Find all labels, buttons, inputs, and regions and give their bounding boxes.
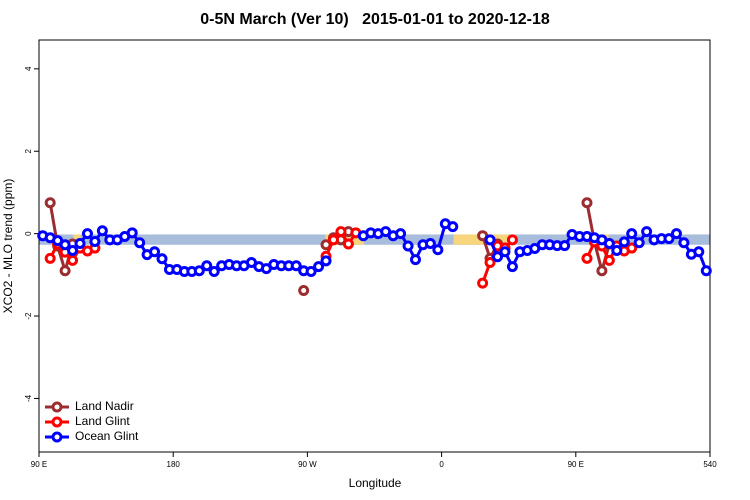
data-point [410, 254, 422, 266]
y-axis-label: XCO2 - MLO trend (ppm) [1, 179, 15, 314]
data-point [700, 265, 712, 277]
x-tick-label: 90 E [31, 460, 47, 469]
data-point [156, 253, 168, 265]
data-point [327, 234, 339, 246]
data-point [603, 254, 615, 266]
ocean-band [39, 234, 710, 245]
data-point [208, 266, 220, 278]
data-point [89, 235, 101, 247]
y-tick-label: -4 [24, 394, 33, 402]
data-point [492, 251, 504, 263]
data-point [626, 228, 638, 240]
data-point [484, 256, 496, 268]
data-point [44, 197, 56, 209]
legend-marker [51, 401, 63, 413]
x-tick-label: 540 [703, 460, 717, 469]
x-axis-label: Longitude [349, 476, 402, 490]
data-point [335, 226, 347, 238]
data-point [402, 240, 414, 252]
data-point [603, 238, 615, 250]
data-point [201, 260, 213, 272]
data-point [678, 237, 690, 249]
x-tick-label: 90 E [568, 460, 584, 469]
y-tick-label: 4 [24, 66, 33, 71]
data-point [670, 228, 682, 240]
data-point [81, 228, 93, 240]
data-point [506, 234, 518, 246]
data-point [693, 246, 705, 258]
data-point [506, 261, 518, 273]
data-point [484, 234, 496, 246]
data-point [126, 227, 138, 239]
data-point [477, 277, 489, 289]
data-point [67, 254, 79, 266]
y-tick-label: -2 [24, 312, 33, 320]
data-point [633, 237, 645, 249]
data-point [320, 255, 332, 267]
data-point [663, 233, 675, 245]
data-point [611, 245, 623, 257]
data-point [641, 226, 653, 238]
data-point [298, 284, 310, 296]
data-point [596, 265, 608, 277]
legend-marker [51, 431, 63, 443]
x-tick-label: 90 W [298, 460, 317, 469]
legend-marker [51, 416, 63, 428]
data-point [134, 237, 146, 249]
data-point [618, 236, 630, 248]
data-point [581, 197, 593, 209]
data-point [305, 266, 317, 278]
data-point [67, 245, 79, 257]
data-point [313, 261, 325, 273]
legend-label: Ocean Glint [75, 429, 139, 443]
data-point [626, 242, 638, 254]
data-point [447, 221, 459, 233]
y-tick-label: 2 [24, 148, 33, 153]
y-tick-label: 0 [24, 231, 33, 236]
data-point [290, 260, 302, 272]
data-point [432, 244, 444, 256]
data-point [59, 239, 71, 251]
data-point [74, 238, 86, 250]
data-point [44, 252, 56, 264]
data-point [193, 265, 205, 277]
data-point [581, 252, 593, 264]
plot-frame [38, 39, 711, 453]
legend-label: Land Nadir [75, 399, 134, 413]
data-point [499, 246, 511, 258]
data-point [342, 238, 354, 250]
x-tick-label: 0 [439, 460, 444, 469]
chart-title: 0-5N March (Ver 10) 2015-01-01 to 2020-1… [200, 11, 550, 28]
data-point [59, 265, 71, 277]
data-point [96, 225, 108, 237]
data-point [424, 238, 436, 250]
x-tick-label: 180 [167, 460, 181, 469]
legend-label: Land Glint [75, 414, 130, 428]
data-point [559, 240, 571, 252]
data-point [149, 246, 161, 258]
data-point [395, 228, 407, 240]
